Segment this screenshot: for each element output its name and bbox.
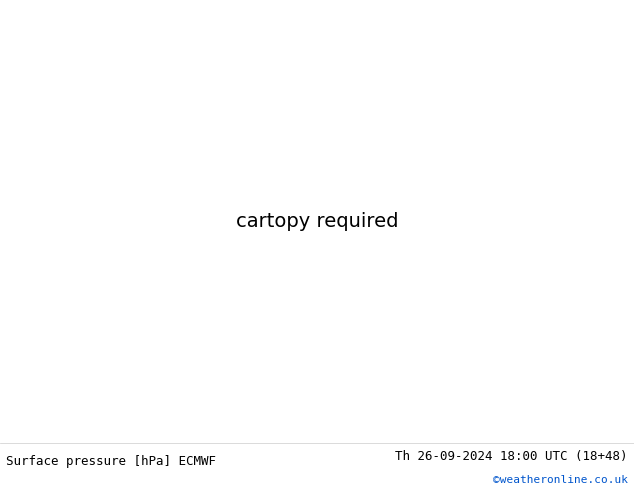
Text: Surface pressure [hPa] ECMWF: Surface pressure [hPa] ECMWF	[6, 455, 216, 467]
Text: Th 26-09-2024 18:00 UTC (18+48): Th 26-09-2024 18:00 UTC (18+48)	[395, 450, 628, 463]
Text: cartopy required: cartopy required	[236, 212, 398, 231]
Text: ©weatheronline.co.uk: ©weatheronline.co.uk	[493, 475, 628, 485]
